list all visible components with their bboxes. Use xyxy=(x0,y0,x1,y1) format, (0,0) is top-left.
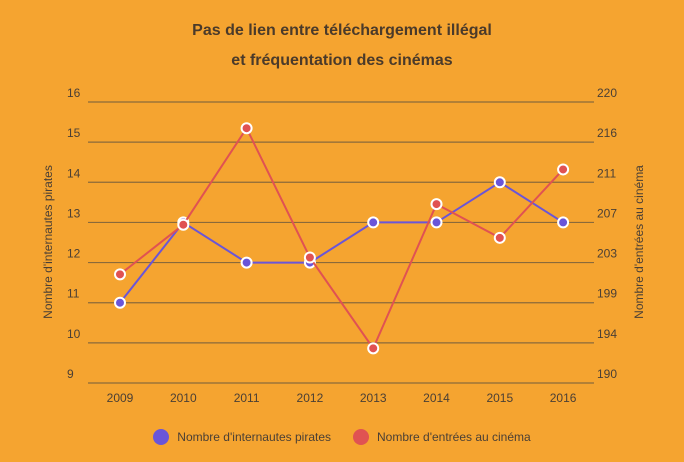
y-left-tick-label: 9 xyxy=(67,367,74,381)
legend-item-pirates[interactable]: Nombre d'internautes pirates xyxy=(153,429,331,445)
y-right-tick-label: 203 xyxy=(597,247,617,261)
y-left-axis-label: Nombre d'internautes pirates xyxy=(41,165,55,319)
y-right-tick-label: 220 xyxy=(597,86,617,100)
y-left-tick-label: 15 xyxy=(67,126,81,140)
x-tick-label: 2014 xyxy=(423,391,450,405)
legend: Nombre d'internautes pirates Nombre d'en… xyxy=(0,429,684,445)
series-line-0 xyxy=(119,181,564,304)
legend-label: Nombre d'internautes pirates xyxy=(177,430,331,444)
x-tick-label: 2013 xyxy=(360,391,387,405)
legend-marker-pirates xyxy=(153,429,170,445)
y-left-tick-label: 10 xyxy=(67,327,81,341)
y-left-tick-label: 14 xyxy=(67,166,81,180)
data-point-1[interactable] xyxy=(240,122,253,135)
x-tick-label: 2009 xyxy=(107,391,134,405)
data-point-1[interactable] xyxy=(303,251,316,264)
legend-item-cinema[interactable]: Nombre d'entrées au cinéma xyxy=(353,429,531,445)
series-line-1 xyxy=(119,126,564,351)
x-tick-label: 2016 xyxy=(550,391,577,405)
data-point-0[interactable] xyxy=(430,216,443,229)
x-tick-label: 2012 xyxy=(297,391,324,405)
data-point-1[interactable] xyxy=(430,198,443,211)
y-right-tick-label: 190 xyxy=(597,367,617,381)
y-left-tick-label: 13 xyxy=(67,206,81,220)
data-point-0[interactable] xyxy=(367,216,380,229)
x-tick-label: 2010 xyxy=(170,391,197,405)
data-point-0[interactable] xyxy=(240,256,253,269)
data-point-0[interactable] xyxy=(493,176,506,189)
x-tick-label: 2015 xyxy=(486,391,513,405)
y-left-tick-label: 11 xyxy=(67,287,80,301)
data-point-0[interactable] xyxy=(557,216,570,229)
data-point-1[interactable] xyxy=(557,163,570,176)
y-right-axis-label: Nombre d'entrées au cinéma xyxy=(632,165,646,319)
y-left-tick-label: 16 xyxy=(67,86,81,100)
y-right-tick-label: 207 xyxy=(597,206,617,220)
legend-marker-cinema xyxy=(353,429,369,445)
data-point-1[interactable] xyxy=(493,231,506,244)
data-point-1[interactable] xyxy=(177,218,190,231)
data-point-0[interactable] xyxy=(114,296,126,309)
y-left-tick-label: 12 xyxy=(67,247,81,261)
chart-title-line-1: Pas de lien entre téléchargement illégal xyxy=(192,22,492,39)
legend-label: Nombre d'entrées au cinéma xyxy=(377,430,531,444)
y-right-tick-label: 216 xyxy=(597,126,617,140)
y-right-tick-label: 194 xyxy=(597,327,617,341)
data-point-1[interactable] xyxy=(114,268,126,281)
chart-title-line-2: et fréquentation des cinémas xyxy=(231,52,453,69)
y-right-tick-label: 199 xyxy=(597,287,617,301)
data-point-1[interactable] xyxy=(367,342,380,355)
y-right-tick-label: 211 xyxy=(597,166,616,180)
x-tick-label: 2011 xyxy=(234,391,260,405)
